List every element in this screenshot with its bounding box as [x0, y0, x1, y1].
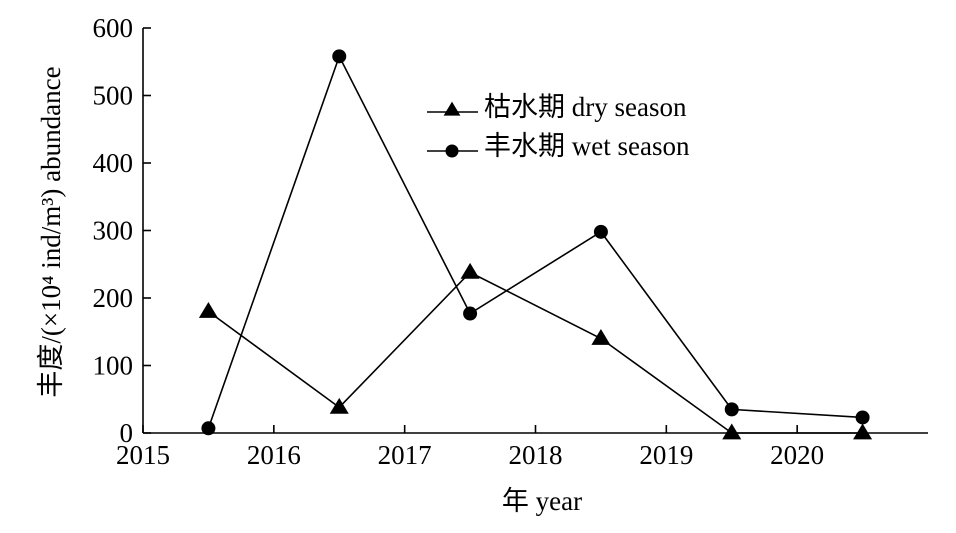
legend-item: 枯水期 dry season — [427, 92, 687, 122]
x-tick-label: 2015 — [116, 440, 170, 470]
series-line — [207, 54, 863, 429]
legend-marker — [443, 101, 461, 116]
series-dry-season — [198, 262, 873, 440]
x-tick-label: 2020 — [770, 440, 824, 470]
legend-label: 丰水期 wet season — [484, 131, 690, 161]
axes — [142, 28, 928, 434]
data-point — [463, 306, 478, 321]
y-tick-label: 300 — [93, 216, 134, 246]
data-point — [855, 410, 870, 425]
y-tick-label: 100 — [93, 351, 134, 381]
data-point — [201, 421, 216, 436]
y-tick-label: 600 — [93, 13, 134, 43]
legend-label: 枯水期 dry season — [484, 92, 687, 122]
data-point — [329, 397, 349, 414]
data-point — [593, 224, 608, 239]
x-tick-label: 2018 — [509, 440, 563, 470]
data-point — [591, 329, 611, 345]
y-tick-label: 0 — [120, 418, 134, 448]
legend-item: 丰水期 wet season — [427, 131, 690, 161]
y-axis-label: 丰度/(×10⁴ ind/m³) abundance — [36, 66, 66, 397]
x-tick-label: 2019 — [639, 440, 693, 470]
y-axis-ticks: 0 100 200 300 400 500 600 — [93, 13, 151, 448]
data-point — [724, 402, 739, 417]
legend: 枯水期 dry season 丰水期 wet season — [427, 92, 690, 161]
y-tick-label: 200 — [93, 283, 134, 313]
data-point — [722, 423, 742, 440]
x-axis-label: 年 year — [502, 486, 582, 516]
series-wet-season — [201, 49, 870, 436]
y-tick-label: 400 — [93, 148, 134, 178]
data-point — [853, 423, 873, 440]
x-axis-ticks: 2015 2016 2017 2018 2019 2020 — [116, 425, 824, 470]
x-tick-label: 2017 — [378, 440, 432, 470]
x-tick-label: 2016 — [247, 440, 301, 470]
data-point — [460, 262, 480, 279]
data-point — [332, 49, 347, 64]
series-group — [198, 49, 873, 440]
series-line — [207, 271, 863, 434]
data-point — [198, 302, 218, 318]
y-tick-label: 500 — [93, 81, 134, 111]
legend-marker — [445, 144, 459, 158]
